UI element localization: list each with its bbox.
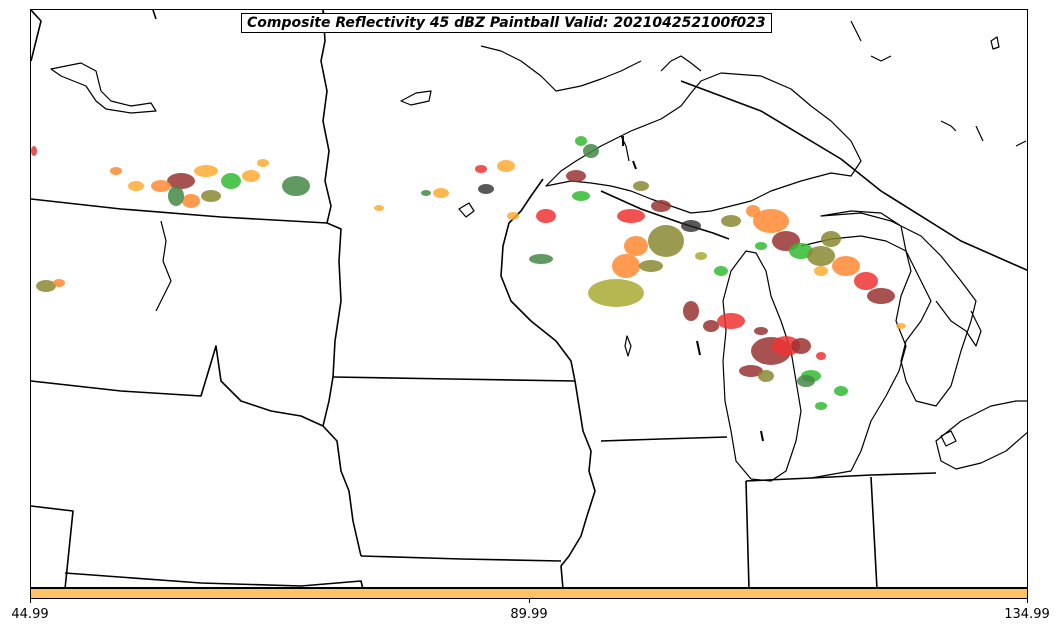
- colorbar-tick-label-right: 134.99: [1004, 607, 1050, 622]
- tick-mark-4: [696, 340, 701, 356]
- mississippi-river: [560, 380, 596, 587]
- map-panel: [30, 9, 1028, 588]
- map-canvas: [31, 10, 1027, 587]
- colorbar: [30, 588, 1028, 599]
- boundary-ks: [64, 572, 364, 587]
- boundary-mi-south: [745, 472, 937, 482]
- boundary-wi-up: [600, 190, 730, 240]
- georgian-bay: [935, 300, 982, 347]
- shoreline-ticks: [622, 136, 764, 442]
- boundary-canada-mn: [31, 10, 42, 62]
- colorbar-tick-middle: [529, 599, 530, 603]
- shoreline-north-2: [660, 55, 702, 72]
- tick-mark-3: [760, 430, 764, 442]
- colorbar-tick-label-left: 44.99: [11, 607, 49, 622]
- boundary-mn-wi: [500, 178, 576, 382]
- lake-st-clair: [940, 430, 957, 447]
- great-lakes: [50, 20, 1027, 482]
- boundary-ne-ks: [31, 505, 74, 587]
- boundary-nd-mn: [320, 10, 332, 224]
- lake-small-1: [400, 90, 432, 106]
- boundary-ia-south: [360, 555, 562, 562]
- boundary-wi-il: [600, 436, 728, 442]
- reflectivity-paintball: [31, 136, 906, 410]
- boundary-nd-sd: [31, 198, 328, 224]
- lower-michigan: [800, 235, 912, 479]
- lake-small-2: [458, 202, 475, 218]
- lake-erie: [935, 400, 1027, 470]
- map-title: Composite Reflectivity 45 dBZ Paintball …: [241, 13, 772, 33]
- lake-small-3: [990, 36, 1000, 50]
- colorbar-tick-right: [1027, 599, 1028, 603]
- shoreline-north-3: [850, 20, 1027, 147]
- shoreline-north-1: [480, 45, 642, 92]
- boundary-ia-west: [322, 376, 362, 557]
- boundary-sd-ne: [31, 345, 324, 427]
- lake-woods: [50, 62, 157, 114]
- boundary-ia-mn: [332, 376, 576, 382]
- canada-border-east: [680, 80, 1027, 271]
- tick-mark-2: [632, 160, 637, 170]
- lake-winnebago: [624, 335, 632, 357]
- boundary-in-oh: [870, 476, 878, 587]
- boundary-il-in: [745, 480, 750, 587]
- lake-superior: [545, 72, 862, 214]
- lake-huron: [820, 210, 977, 407]
- colorbar-tick-label-middle: 89.99: [510, 607, 548, 622]
- lake-michigan: [722, 250, 802, 482]
- boundary-sd-mn: [326, 222, 342, 378]
- red-river-nd: [155, 220, 172, 312]
- colorbar-tick-left: [30, 599, 31, 603]
